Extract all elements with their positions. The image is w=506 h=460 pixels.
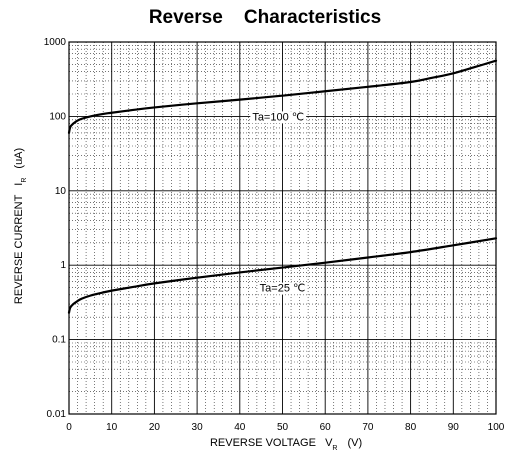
x-axis-label-main: REVERSE VOLTAGE V — [210, 437, 333, 449]
y-tick-label: 1 — [60, 260, 66, 271]
y-tick-label: 100 — [49, 111, 66, 122]
plot-frame — [68, 41, 497, 415]
chart-title: Reverse Characteristics — [149, 7, 381, 28]
y-axis-label-main: REVERSE CURRENT I — [13, 183, 25, 304]
x-tick-label: 80 — [405, 422, 417, 433]
y-tick-label: 10 — [55, 186, 67, 197]
y-axis-label: REVERSE CURRENT IR (uA) — [13, 139, 28, 320]
x-tick-label: 90 — [448, 422, 460, 433]
x-tick-label: 10 — [106, 422, 118, 433]
annotation-background — [250, 111, 307, 124]
series-annotation-ta100: Ta=100 ℃ — [252, 111, 304, 123]
y-axis-label-unit: (uA) — [13, 148, 25, 169]
y-tick-label: 0.01 — [47, 409, 67, 420]
series-annotation-ta25: Ta=25 ℃ — [260, 283, 306, 295]
annotation-layer: Ta=100 ℃ Ta=25 ℃ — [250, 111, 308, 295]
x-tick-label: 30 — [192, 422, 204, 433]
x-tick-label: 20 — [149, 422, 161, 433]
x-tick-label: 0 — [66, 422, 72, 433]
x-axis-label: REVERSE VOLTAGE VR (V) — [195, 437, 372, 452]
series-line-ta100 — [67, 59, 498, 135]
x-axis-label-unit: (V) — [347, 437, 362, 449]
x-axis-label-subscript: R — [332, 445, 337, 452]
y-tick-labels: 0.01 0.1 1 10 100 1000 — [44, 37, 67, 420]
x-tick-label: 40 — [234, 422, 246, 433]
x-tick-label: 60 — [320, 422, 332, 433]
x-tick-label: 50 — [277, 422, 289, 433]
y-tick-label: 0.1 — [52, 335, 66, 346]
annotation-background — [257, 282, 308, 295]
y-axis-label-subscript: R — [21, 178, 28, 183]
x-tick-label: 70 — [362, 422, 374, 433]
x-tick-label: 100 — [488, 422, 505, 433]
series-layer — [67, 59, 498, 314]
grid-major — [69, 42, 496, 414]
x-tick-labels: 0 10 20 30 40 50 60 70 80 90 100 — [66, 422, 505, 433]
series-line-ta25 — [67, 237, 498, 314]
y-tick-label: 1000 — [44, 37, 67, 48]
